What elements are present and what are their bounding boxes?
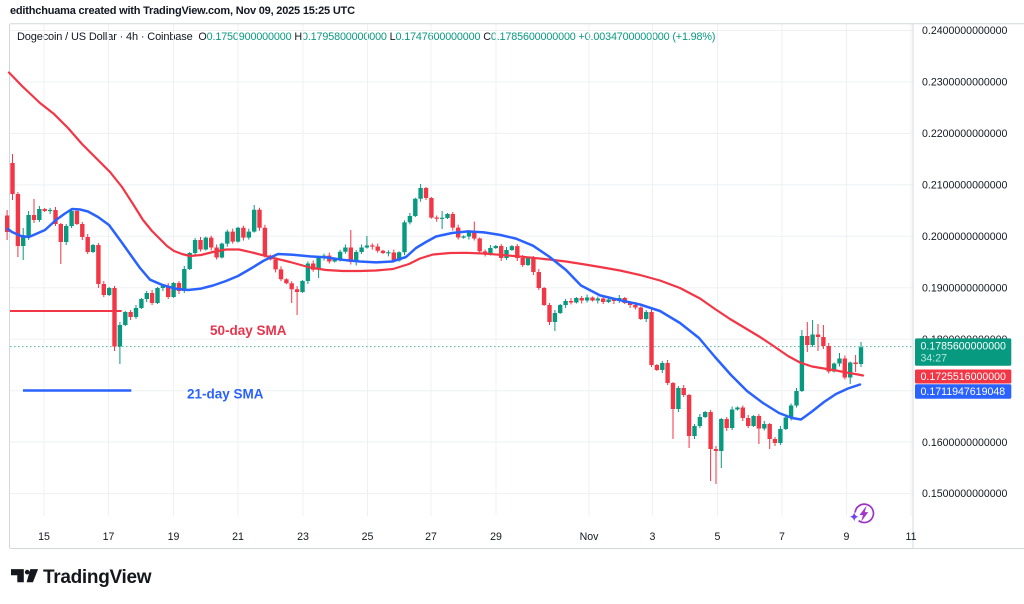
svg-text:15: 15 [38,531,50,543]
svg-text:50-day SMA: 50-day SMA [210,323,287,338]
svg-text:27: 27 [425,531,437,543]
svg-text:0.1785600000000: 0.1785600000000 [921,341,1007,353]
svg-text:21-day SMA: 21-day SMA [187,387,264,402]
svg-text:0.1900000000000: 0.1900000000000 [922,282,1008,294]
svg-text:34:27: 34:27 [921,353,948,365]
svg-text:0.2300000000000: 0.2300000000000 [922,77,1008,89]
svg-text:29: 29 [490,531,502,543]
svg-text:0.1725516000000: 0.1725516000000 [921,371,1007,383]
svg-text:0.2400000000000: 0.2400000000000 [922,25,1008,37]
svg-text:7: 7 [779,531,785,543]
svg-text:0.2000000000000: 0.2000000000000 [922,231,1008,243]
svg-text:Nov: Nov [580,531,600,543]
svg-text:21: 21 [232,531,244,543]
svg-text:25: 25 [362,531,374,543]
svg-text:23: 23 [297,531,309,543]
svg-text:0.1711947619048: 0.1711947619048 [921,386,1006,398]
svg-text:3: 3 [650,531,656,543]
svg-text:17: 17 [103,531,115,543]
svg-text:0.2100000000000: 0.2100000000000 [922,180,1008,192]
svg-text:9: 9 [844,531,850,543]
svg-text:0.2200000000000: 0.2200000000000 [922,128,1008,140]
svg-text:19: 19 [168,531,180,543]
svg-text:0.1600000000000: 0.1600000000000 [922,437,1008,449]
svg-text:11: 11 [906,531,917,543]
svg-text:0.1500000000000: 0.1500000000000 [922,488,1008,500]
svg-text:5: 5 [715,531,721,543]
